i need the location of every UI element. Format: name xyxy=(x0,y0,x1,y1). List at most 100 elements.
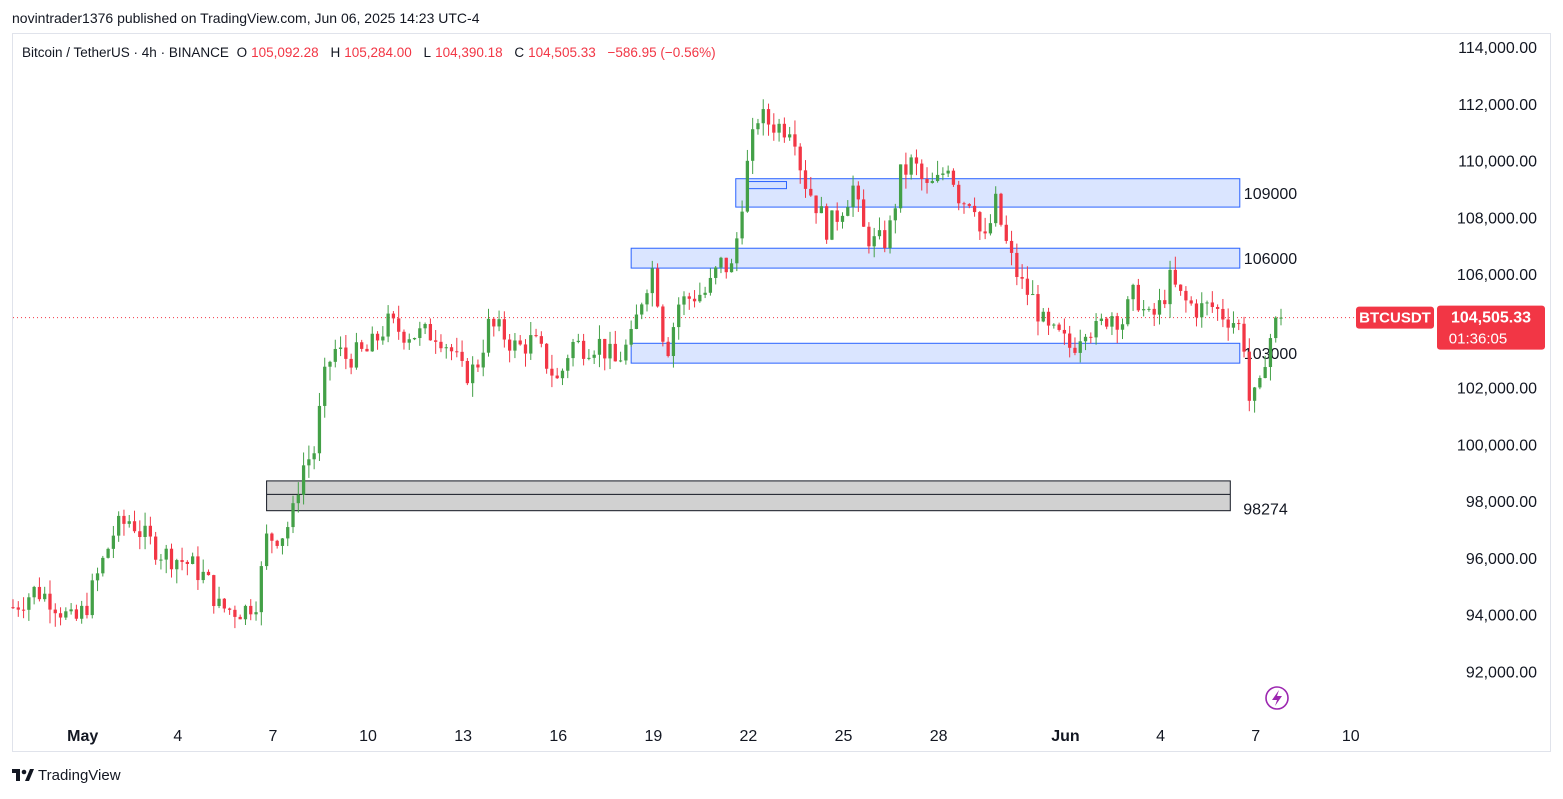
candle-down[interactable] xyxy=(539,336,543,344)
candle-down[interactable] xyxy=(1009,240,1014,253)
candle-up[interactable] xyxy=(994,193,998,224)
candle-up[interactable] xyxy=(27,597,31,610)
candle-down[interactable] xyxy=(428,323,433,341)
candle-down[interactable] xyxy=(972,205,977,213)
candle-down[interactable] xyxy=(502,319,506,340)
candle-up[interactable] xyxy=(751,129,755,161)
candle-up[interactable] xyxy=(761,109,765,124)
candle-down[interactable] xyxy=(206,571,211,576)
candle-down[interactable] xyxy=(1073,347,1077,353)
candle-up[interactable] xyxy=(90,580,94,616)
candle-down[interactable] xyxy=(655,268,660,307)
candle-down[interactable] xyxy=(397,318,401,332)
candle-up[interactable] xyxy=(217,598,221,607)
candle-up[interactable] xyxy=(597,338,602,355)
candle-up[interactable] xyxy=(634,314,639,329)
candle-up[interactable] xyxy=(69,609,73,612)
candle-up[interactable] xyxy=(418,328,422,338)
candle-down[interactable] xyxy=(904,164,908,175)
candle-up[interactable] xyxy=(1231,323,1236,328)
candle-up[interactable] xyxy=(988,223,993,234)
candle-down[interactable] xyxy=(138,531,142,537)
candle-down[interactable] xyxy=(1062,329,1067,334)
candle-down[interactable] xyxy=(835,210,839,222)
candle-down[interactable] xyxy=(507,339,512,351)
candle-up[interactable] xyxy=(566,358,570,371)
candle-down[interactable] xyxy=(1226,319,1230,328)
candle-up[interactable] xyxy=(201,571,205,581)
candle-up[interactable] xyxy=(576,340,580,342)
candle-up[interactable] xyxy=(1126,299,1130,325)
candle-up[interactable] xyxy=(677,304,681,328)
candle-up[interactable] xyxy=(381,336,385,341)
candle-down[interactable] xyxy=(1105,318,1109,327)
candle-down[interactable] xyxy=(920,163,924,180)
candle-up[interactable] xyxy=(386,313,390,337)
candle-down[interactable] xyxy=(523,344,528,354)
candle-down[interactable] xyxy=(1046,311,1051,326)
candle-up[interactable] xyxy=(819,206,823,214)
candle-down[interactable] xyxy=(861,199,866,227)
candle-up[interactable] xyxy=(106,548,110,558)
candle-up[interactable] xyxy=(840,215,845,222)
candle-up[interactable] xyxy=(888,220,892,249)
candle-down[interactable] xyxy=(439,341,443,349)
candle-up[interactable] xyxy=(682,296,686,305)
candle-up[interactable] xyxy=(1157,300,1162,315)
candle-down[interactable] xyxy=(1210,302,1214,307)
candle-up[interactable] xyxy=(640,304,644,315)
candle-down[interactable] xyxy=(772,124,776,133)
candle-up[interactable] xyxy=(1200,303,1204,318)
candle-down[interactable] xyxy=(962,203,966,205)
candle-up[interactable] xyxy=(587,357,591,359)
candle-up[interactable] xyxy=(877,230,882,237)
candle-down[interactable] xyxy=(603,338,607,359)
candle-up[interactable] xyxy=(930,181,934,183)
candle-up[interactable] xyxy=(354,342,359,368)
candle-up[interactable] xyxy=(1131,284,1135,300)
candle-up[interactable] xyxy=(671,327,676,357)
candle-up[interactable] xyxy=(407,339,411,343)
candle-up[interactable] xyxy=(1052,324,1056,326)
candle-up[interactable] xyxy=(893,208,897,221)
candle-down[interactable] xyxy=(16,607,20,610)
candle-down[interactable] xyxy=(58,613,63,618)
candle-down[interactable] xyxy=(1178,284,1183,291)
candle-up[interactable] xyxy=(1094,320,1098,338)
candle-up[interactable] xyxy=(1031,294,1035,296)
candle-down[interactable] xyxy=(270,533,274,541)
candle-up[interactable] xyxy=(1268,338,1273,368)
candle-up[interactable] xyxy=(729,263,734,273)
candle-up[interactable] xyxy=(280,538,285,546)
candle-down[interactable] xyxy=(724,257,728,273)
candle-up[interactable] xyxy=(846,207,850,216)
candle-up[interactable] xyxy=(745,160,750,212)
candle-down[interactable] xyxy=(74,609,79,619)
candle-up[interactable] xyxy=(608,343,612,359)
candle-up[interactable] xyxy=(703,292,707,295)
candle-down[interactable] xyxy=(1152,308,1156,315)
candle-down[interactable] xyxy=(925,179,929,183)
candle-down[interactable] xyxy=(1184,290,1188,301)
candle-up[interactable] xyxy=(101,557,105,574)
candle-up[interactable] xyxy=(941,173,945,175)
candle-down[interactable] xyxy=(666,341,670,357)
candle-down[interactable] xyxy=(883,230,887,249)
candle-down[interactable] xyxy=(434,340,438,342)
candle-down[interactable] xyxy=(349,358,353,368)
candle-down[interactable] xyxy=(37,586,42,600)
candle-up[interactable] xyxy=(301,465,306,495)
candle-down[interactable] xyxy=(222,598,226,609)
candle-up[interactable] xyxy=(1258,377,1262,388)
candle-up[interactable] xyxy=(323,366,327,406)
candle-up[interactable] xyxy=(698,294,702,302)
candle-down[interactable] xyxy=(803,170,808,189)
candle-up[interactable] xyxy=(645,293,649,305)
candle-down[interactable] xyxy=(1215,306,1220,309)
candle-down[interactable] xyxy=(492,318,496,327)
candle-down[interactable] xyxy=(455,351,459,353)
candle-down[interactable] xyxy=(555,375,559,379)
candle-down[interactable] xyxy=(1115,316,1119,330)
candle-down[interactable] xyxy=(402,331,406,343)
